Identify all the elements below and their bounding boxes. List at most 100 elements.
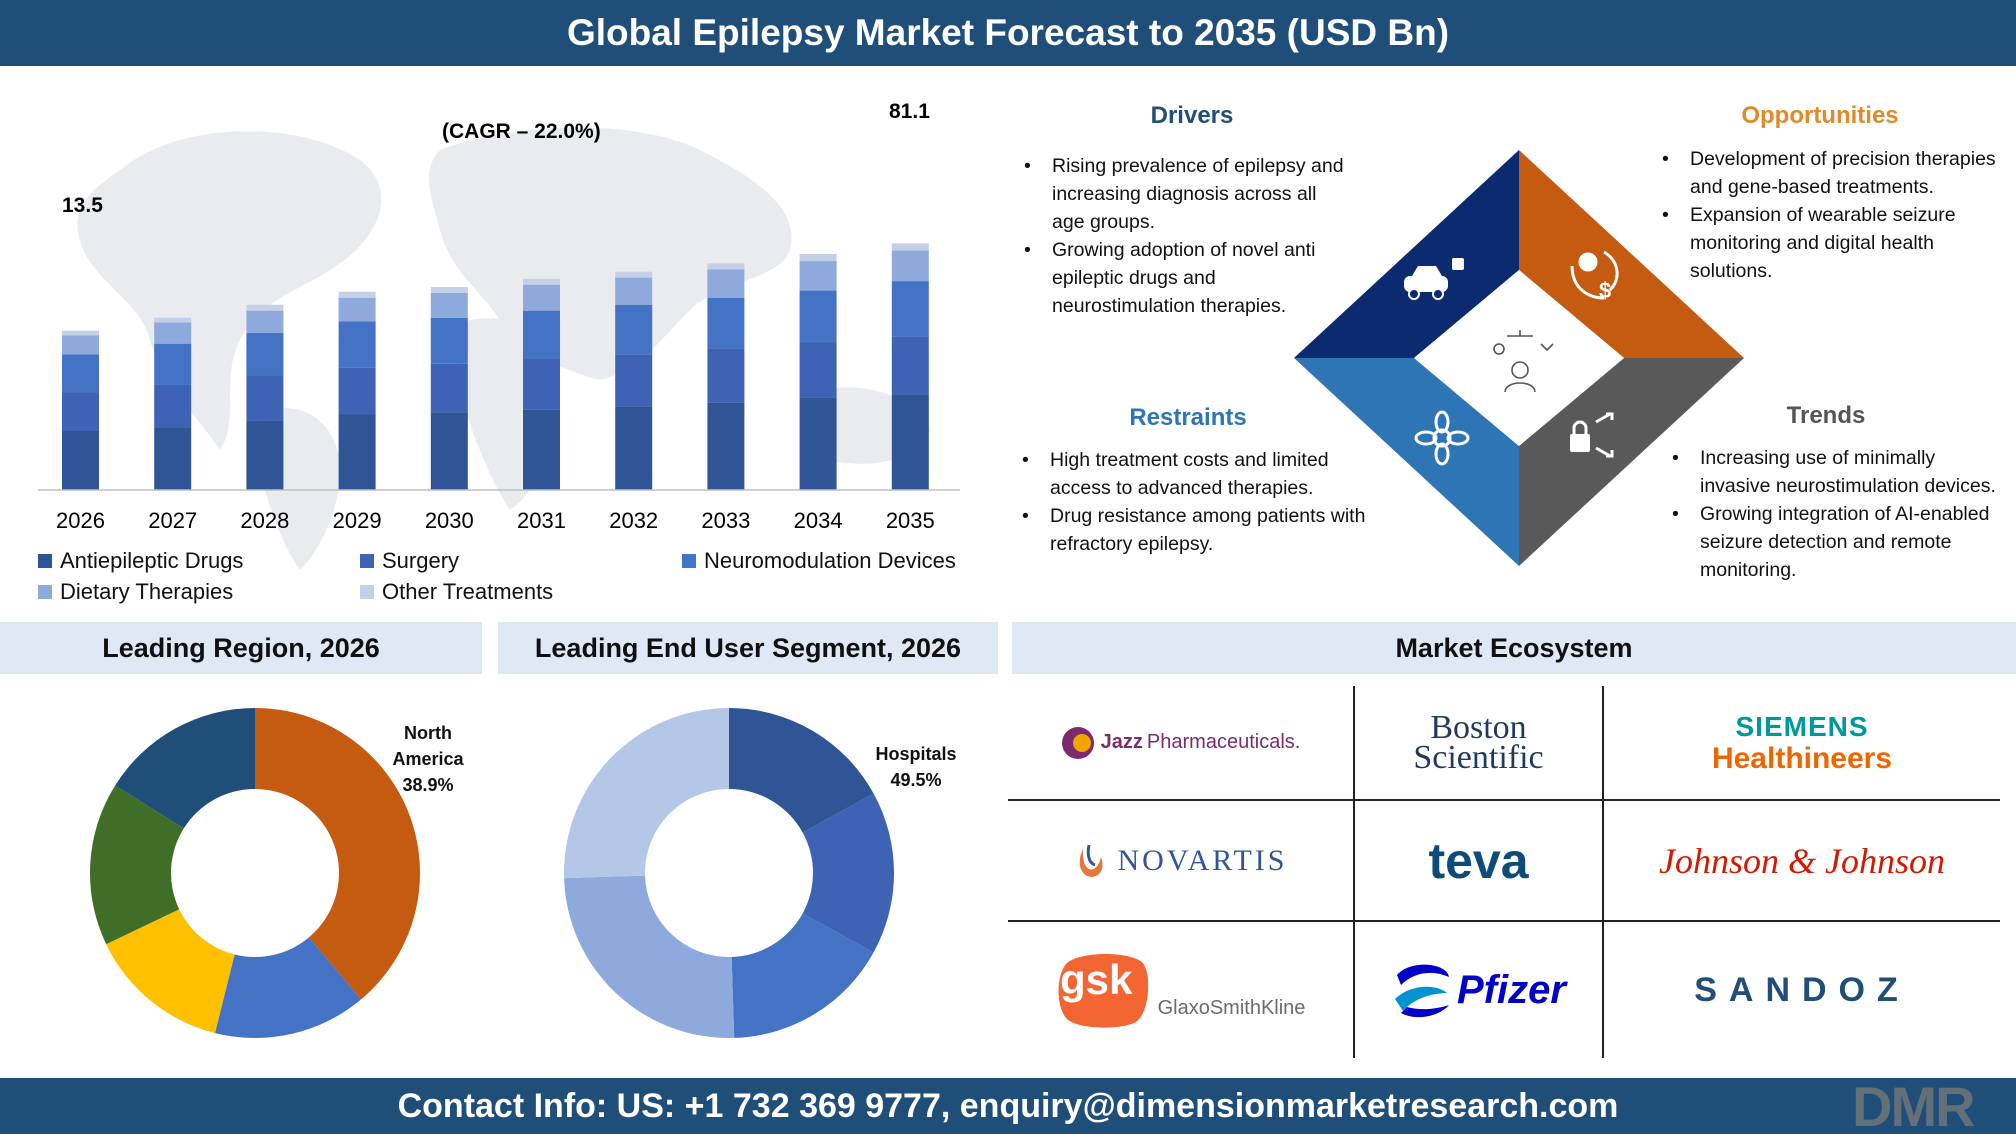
bar-segment xyxy=(615,406,653,490)
legend-label: Antiepileptic Drugs xyxy=(60,548,244,573)
opportunities-title: Opportunities xyxy=(1741,102,1899,129)
flower-icon xyxy=(1414,410,1470,466)
bar-segment xyxy=(62,431,99,490)
legend-label: Neuromodulation Devices xyxy=(704,548,956,573)
data-label-2026: 13.5 xyxy=(62,194,103,217)
bar-segment xyxy=(430,363,468,413)
opportunities-item: Development of precision therapies and g… xyxy=(1660,145,2000,201)
bar-segment xyxy=(707,402,745,490)
bar-segment xyxy=(615,271,653,278)
scientific-text: Scientific xyxy=(1413,738,1544,776)
boston-text: Boston xyxy=(1430,708,1527,746)
gsk-logo: gsk GlaxoSmithKline xyxy=(1008,922,1353,1058)
bar-segment xyxy=(338,321,376,368)
drivers-title: Drivers xyxy=(1150,102,1234,129)
restraints-item: High treatment costs and limited access … xyxy=(1020,446,1370,502)
legend-label: Other Treatments xyxy=(382,579,554,604)
bar-segment xyxy=(891,281,929,337)
bar-segment xyxy=(62,392,99,431)
bar-segment xyxy=(338,367,376,415)
legend-swatch xyxy=(38,585,52,599)
legend-swatch xyxy=(360,585,374,599)
trends-item: Growing integration of AI-enabled seizur… xyxy=(1670,500,2000,584)
bar-segment xyxy=(523,359,560,410)
contact-footer: Contact Info: US: +1 732 369 9777, enqui… xyxy=(0,1078,2016,1134)
region-donut-chart xyxy=(90,708,420,1038)
legend-dietary: Dietary Therapies xyxy=(38,579,233,605)
opportunities-item: Expansion of wearable seizure monitoring… xyxy=(1660,201,2000,285)
leading-region-header: Leading Region, 2026 xyxy=(0,622,482,674)
bar-segment xyxy=(891,243,929,251)
donut-slice xyxy=(564,708,729,879)
legend-other: Other Treatments xyxy=(360,579,553,605)
car-icon xyxy=(1404,258,1464,300)
x-tick-label: 2028 xyxy=(240,508,289,533)
jazz-mark-icon xyxy=(1061,726,1094,759)
bar-segment xyxy=(246,310,284,334)
bar-segment xyxy=(523,310,560,360)
bar-segment xyxy=(615,354,653,407)
novartis-text: NOVARTIS xyxy=(1117,843,1288,877)
sandoz-logo: SANDOZ xyxy=(1604,922,2000,1058)
legend-swatch xyxy=(360,554,374,568)
bar-segment xyxy=(154,343,192,385)
drivers-diamond: $ xyxy=(1294,150,1744,566)
region-donut-label: North America 38.9% xyxy=(378,720,478,798)
bar-segment xyxy=(154,427,192,490)
donut-slice xyxy=(115,708,255,829)
bar-segment xyxy=(246,333,284,376)
x-tick-label: 2027 xyxy=(148,508,197,533)
bar-segment xyxy=(615,304,653,355)
end-user-donut-label: Hospitals 49.5% xyxy=(866,741,966,793)
donut-slice xyxy=(90,785,184,945)
bar-segment xyxy=(891,250,929,282)
legend-swatch xyxy=(682,554,696,568)
drivers-item: Growing adoption of novel anti epileptic… xyxy=(1022,236,1352,320)
x-tick-label: 2026 xyxy=(56,508,105,533)
legend-label: Dietary Therapies xyxy=(60,579,234,604)
bar-segment xyxy=(523,284,560,311)
bar-segment xyxy=(430,292,468,318)
cagr-annotation: (CAGR – 22.0%) xyxy=(442,120,601,143)
ecosystem-grid: Jazz Pharmaceuticals. Boston Scientific … xyxy=(1008,686,2000,1058)
grid-divider xyxy=(1008,799,2000,801)
stacked-bar-chart: 2026 2027 2028 2029 2030 2031 2032 2033 2034 2035… xyxy=(38,100,960,570)
x-tick-label: 2033 xyxy=(701,508,750,533)
bar-segment xyxy=(338,297,376,322)
bar-segment xyxy=(523,278,560,285)
restraints-quadrant xyxy=(1294,358,1519,566)
bar-segment xyxy=(799,290,837,343)
bar-segment xyxy=(154,317,192,323)
bar-segment xyxy=(154,322,192,344)
bar-segment xyxy=(338,414,376,490)
boston-scientific-logo: Boston Scientific xyxy=(1355,686,1602,799)
opportunities-list: Development of precision therapies and g… xyxy=(1660,145,2000,285)
region-name-line-1: North xyxy=(404,723,452,743)
drivers-list: Rising prevalence of epilepsy and increa… xyxy=(1022,152,1352,320)
bar-segment xyxy=(430,317,468,364)
bar-segment xyxy=(799,261,837,291)
x-tick-label: 2034 xyxy=(794,508,843,533)
pfizer-helix-icon xyxy=(1395,964,1450,1018)
teva-text: teva xyxy=(1428,832,1529,889)
siemens-healthineers-logo: SIEMENS Healthineers xyxy=(1604,686,2000,799)
x-tick-labels: 2026 2027 2028 2029 2030 2031 2032 2033 2034 2035 xyxy=(56,508,935,533)
legend-label: Surgery xyxy=(382,548,460,573)
donut-slice xyxy=(731,913,874,1038)
bars-group xyxy=(62,243,929,490)
x-tick-label: 2032 xyxy=(609,508,658,533)
donut-slice xyxy=(802,793,894,953)
bar-segment xyxy=(799,397,837,490)
bar-segment xyxy=(62,354,99,393)
hospital-percent: 49.5% xyxy=(890,770,942,790)
trends-quadrant xyxy=(1519,358,1744,566)
jazz-text: Jazz xyxy=(1100,731,1143,753)
bar-segment xyxy=(154,384,192,428)
jnj-text: Johnson & Johnson xyxy=(1659,840,1945,881)
pfizer-logo: Pfizer xyxy=(1355,922,1602,1058)
legend-neuromodulation: Neuromodulation Devices xyxy=(682,548,956,574)
trends-title: Trends xyxy=(1786,402,1866,429)
region-percent: 38.9% xyxy=(402,775,454,795)
bar-segment xyxy=(707,263,745,270)
donut-slice xyxy=(729,708,874,833)
